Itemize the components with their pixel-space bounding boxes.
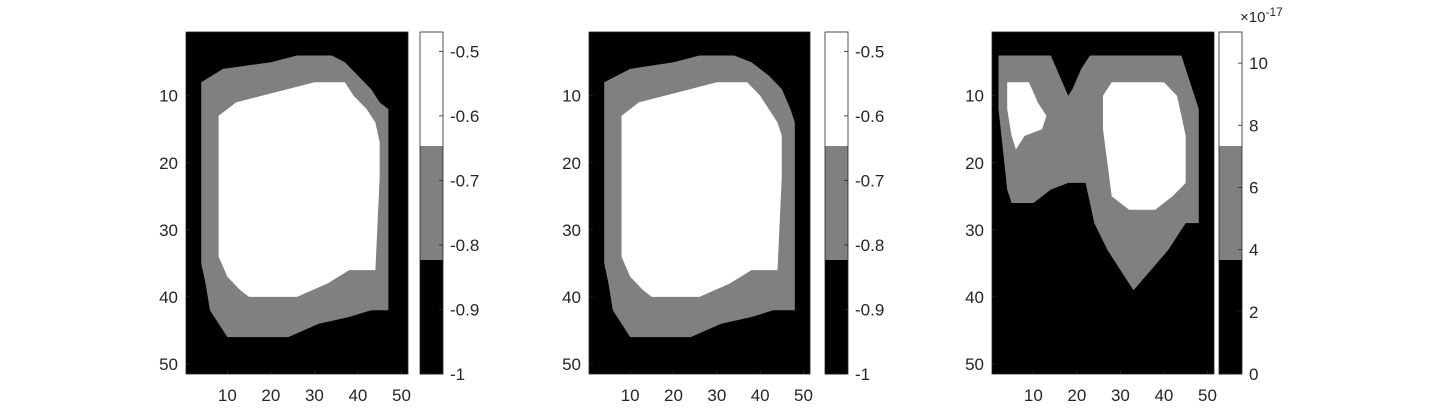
y-tick-label: 30	[159, 221, 178, 240]
colorbar-tick-label: 6	[1249, 178, 1258, 197]
y-tick-label: 10	[159, 87, 178, 106]
x-tick-label: 10	[1024, 386, 1043, 405]
heatmap-high-level-region	[1007, 82, 1047, 150]
axes-frame	[588, 31, 811, 375]
colorbar-tick-label: 4	[1249, 241, 1258, 260]
colorbar-tick-label: -0.5	[450, 42, 479, 61]
colorbar-tick-label: -0.7	[855, 171, 884, 190]
colorbar-band	[1219, 146, 1242, 261]
x-tick-labels-2: 10 20 30 40 50	[621, 370, 813, 405]
colorbar-band	[825, 260, 848, 375]
colorbar-band	[825, 146, 848, 261]
y-tick-label: 30	[965, 221, 984, 240]
colorbar-tick-label: -0.8	[855, 236, 884, 255]
x-tick-label: 40	[348, 386, 367, 405]
heatmap-high-level-region	[218, 82, 380, 297]
y-tick-label: 20	[159, 154, 178, 173]
colorbar-exponent-base: ×10	[1240, 9, 1265, 26]
y-tick-label: 40	[159, 288, 178, 307]
y-tick-labels-1: 10 20 30 40 50	[159, 87, 190, 374]
colorbar-tick-label: -0.7	[450, 171, 479, 190]
colorbar-exponent-label: ×10-17	[1240, 5, 1283, 26]
colorbar-exponent-power: -17	[1265, 5, 1283, 19]
x-tick-label: 40	[751, 386, 770, 405]
axes-frame	[185, 31, 409, 375]
colorbar-band	[825, 32, 848, 147]
y-tick-label: 50	[562, 355, 581, 374]
colorbar-3: 10 8 6 4 2 0	[1218, 31, 1268, 384]
y-tick-label: 10	[562, 87, 581, 106]
y-tick-label: 20	[965, 154, 984, 173]
x-tick-label: 20	[1067, 386, 1086, 405]
heatmap-plot-2	[588, 31, 811, 375]
heatmap-high-level-region	[1103, 82, 1186, 210]
heatmap-high-level-region	[621, 82, 782, 297]
y-tick-labels-3: 10 20 30 40 50	[965, 87, 996, 374]
colorbar-tick-label: -1	[855, 365, 870, 384]
colorbar-tick-label: 10	[1249, 54, 1268, 73]
x-tick-label: 20	[664, 386, 683, 405]
heatmap-plot-3	[991, 31, 1215, 375]
colorbar-tick-label: -1	[450, 365, 465, 384]
colorbar-band	[1219, 32, 1242, 147]
colorbar-band	[420, 32, 443, 147]
x-tick-labels-3: 10 20 30 40 50	[1024, 370, 1217, 405]
colorbar-tick-label: 0	[1249, 365, 1258, 384]
x-tick-label: 30	[707, 386, 726, 405]
colorbar-tick-label: -0.8	[450, 236, 479, 255]
colorbar-tick-label: -0.9	[855, 300, 884, 319]
colorbar-2: -0.5 -0.6 -0.7 -0.8 -0.9 -1	[824, 31, 884, 384]
colorbar-tick-label: -0.6	[855, 107, 884, 126]
colorbar-band	[420, 260, 443, 375]
y-tick-labels-2: 10 20 30 40 50	[562, 87, 593, 374]
x-tick-label: 50	[392, 386, 411, 405]
axes-frame	[991, 31, 1215, 375]
y-tick-label: 40	[965, 288, 984, 307]
y-tick-label: 20	[562, 154, 581, 173]
x-tick-label: 30	[305, 386, 324, 405]
colorbar-band	[420, 146, 443, 261]
x-tick-label: 30	[1111, 386, 1130, 405]
x-tick-label: 40	[1154, 386, 1173, 405]
colorbar-frame	[419, 31, 444, 375]
x-tick-labels-1: 10 20 30 40 50	[218, 370, 411, 405]
y-tick-label: 10	[965, 87, 984, 106]
colorbar-tick-label: 8	[1249, 116, 1258, 135]
colorbar-1: -0.5 -0.6 -0.7 -0.8 -0.9 -1	[419, 31, 479, 384]
y-tick-label: 50	[159, 355, 178, 374]
colorbar-frame	[1218, 31, 1243, 375]
x-tick-label: 10	[218, 386, 237, 405]
colorbar-tick-label: -0.6	[450, 107, 479, 126]
colorbar-tick-label: -0.9	[450, 300, 479, 319]
x-tick-label: 50	[1198, 386, 1217, 405]
colorbar-tick-label: 2	[1249, 303, 1258, 322]
x-tick-label: 10	[621, 386, 640, 405]
colorbar-band	[1219, 260, 1242, 375]
y-tick-label: 50	[965, 355, 984, 374]
colorbar-tick-label: -0.5	[855, 42, 884, 61]
colorbar-frame	[824, 31, 849, 375]
heatmap-plot-1	[185, 31, 409, 375]
y-tick-label: 30	[562, 221, 581, 240]
y-tick-label: 40	[562, 288, 581, 307]
x-tick-label: 20	[261, 386, 280, 405]
x-tick-label: 50	[794, 386, 813, 405]
